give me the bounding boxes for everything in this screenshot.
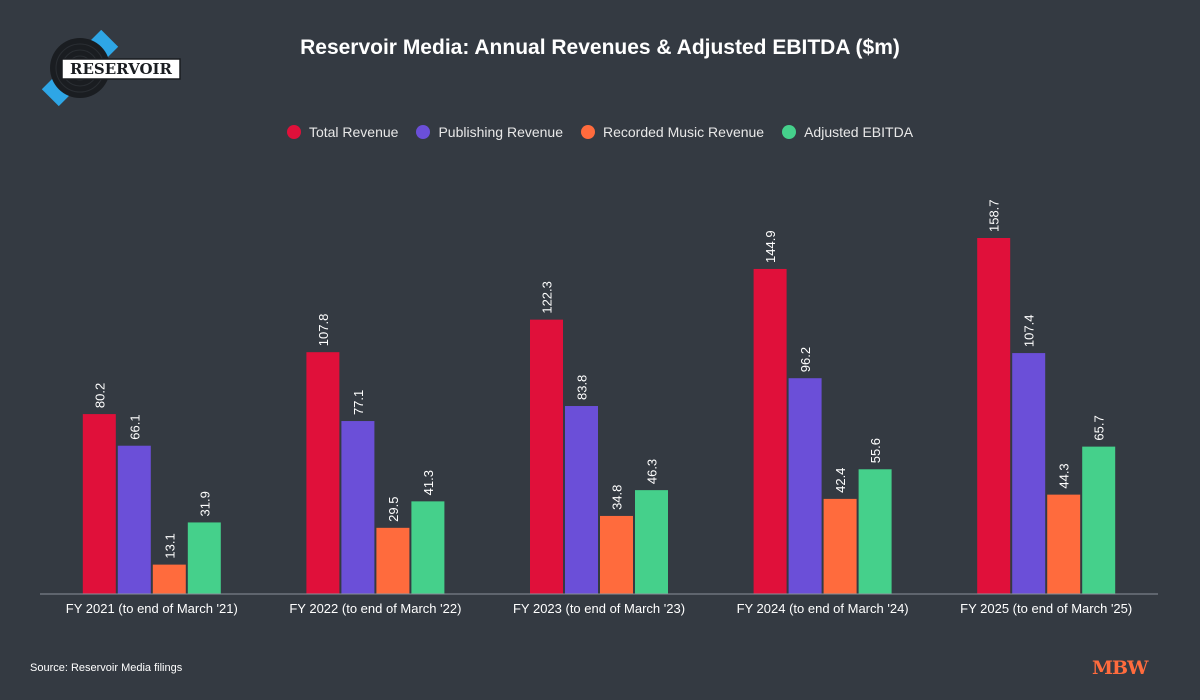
data-label: 44.3 [1057,463,1072,488]
x-tick-label: FY 2025 (to end of March '25) [960,601,1132,616]
legend-label: Total Revenue [308,124,399,140]
data-label: 144.9 [763,230,778,263]
source-note: Source: Reservoir Media filings [30,662,183,674]
bar [565,406,598,594]
data-label: 107.8 [316,314,331,347]
bar [1012,353,1046,594]
legend-item[interactable]: Recorded Music Revenue [581,124,764,140]
x-tick-label: FY 2022 (to end of March '22) [289,601,461,616]
legend-dot [581,125,595,139]
legend-dot [782,125,797,139]
logo-text: RESERVOIR [70,60,173,78]
data-label: 31.9 [197,491,212,516]
bar [977,238,1011,594]
bar [152,564,186,594]
legend-label: Publishing Revenue [438,124,563,140]
bar [600,515,633,594]
legend-item[interactable]: Total Revenue [286,124,399,140]
bar [823,498,857,594]
bar [858,469,892,594]
legend-item[interactable]: Adjusted EBITDA [782,124,913,140]
data-label: 107.4 [1022,315,1037,348]
bar [530,319,563,594]
x-tick-label: FY 2021 (to end of March '21) [66,601,238,616]
bar [1082,446,1116,594]
bar [376,527,410,594]
legend-label: Recorded Music Revenue [603,124,765,140]
legend-dot [416,125,431,139]
data-label: 55.6 [868,438,883,463]
legend-dot [286,125,301,139]
bar [306,352,340,594]
data-label: 46.3 [645,459,660,484]
chart-title: Reservoir Media: Annual Revenues & Adjus… [300,36,900,59]
bar [788,378,822,594]
legend-label: Adjusted EBITDA [804,124,914,140]
data-label: 77.1 [351,390,366,415]
bar [187,522,221,594]
data-label: 158.7 [987,199,1002,232]
bar [341,421,375,594]
data-label: 96.2 [798,347,813,372]
bar [411,501,445,594]
data-label: 13.1 [162,533,177,558]
x-tick-label: FY 2024 (to end of March '24) [737,601,909,616]
bar [1047,494,1081,594]
data-label: 65.7 [1092,415,1107,440]
bar [635,490,668,594]
legend-item[interactable]: Publishing Revenue [416,124,563,140]
legend: Total Revenue Publishing Revenue Recorded … [0,124,1200,140]
bar [753,268,787,594]
data-label: 41.3 [421,470,436,495]
mbw-logo: MBW [1092,657,1148,679]
data-label: 42.4 [833,468,848,493]
data-label: 34.8 [610,485,625,510]
data-label: 66.1 [127,414,142,439]
bar [82,414,116,594]
data-label: 29.5 [386,497,401,522]
data-label: 122.3 [540,281,555,314]
data-label: 83.8 [575,375,590,400]
x-tick-label: FY 2023 (to end of March '23) [513,601,685,616]
data-label: 80.2 [92,383,107,408]
reservoir-logo: RESERVOIR [41,30,181,107]
bar [117,445,151,594]
